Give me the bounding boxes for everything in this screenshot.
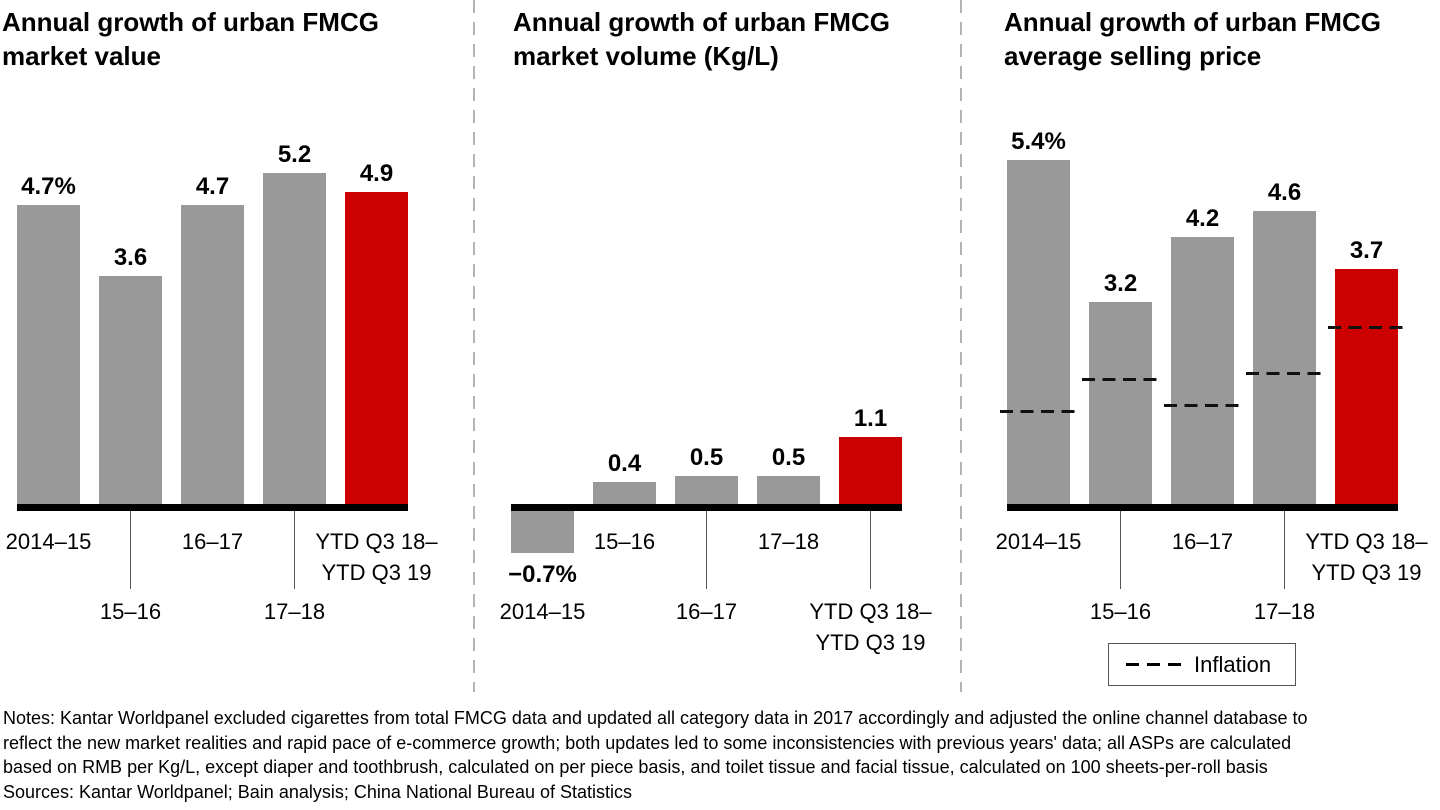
bar [263,173,326,508]
axis-leader-line [1120,511,1121,589]
bar [1171,237,1234,508]
axis-leader-line [130,511,131,589]
bar-value-label: 0.5 [771,444,806,471]
bar-value-label: 4.7% [21,173,76,200]
legend-label: Inflation [1194,651,1272,677]
x-axis-label: 17–18 [1253,599,1316,624]
bar-value-label: −0.7% [508,561,577,588]
axis-leader-line [706,511,707,589]
bar-value-label: 0.5 [689,444,724,471]
axis-leader-line [294,511,295,589]
x-axis-label: 15–16 [99,599,162,624]
notes-line: Notes: Kantar Worldpanel excluded cigare… [3,708,1308,728]
x-axis-label: 15–16 [1089,599,1152,624]
chart-title-market-value: Annual growth of urban FMCG market value [2,7,379,71]
bar [17,205,80,508]
bar [757,476,820,508]
bar-value-label: 4.2 [1185,205,1220,232]
bar-value-label: 0.4 [607,450,642,477]
x-axis-label: 2014–15 [5,529,92,554]
x-axis-label: 17–18 [263,599,326,624]
inflation-dash-line [1246,372,1323,375]
dashed-line-icon [1126,663,1181,666]
bar-value-label: 4.7 [195,173,230,200]
chart-separator-line [960,0,962,692]
bar [511,508,574,553]
bar-value-label: 1.1 [853,405,888,432]
axis-leader-line [870,511,871,589]
bar-value-label: 5.4% [1011,128,1066,155]
bar [675,476,738,508]
x-axis-label: 2014–15 [499,599,586,624]
chart-title-market-volume: Annual growth of urban FMCG market volum… [513,7,890,71]
x-axis-label: 16–17 [1171,529,1234,554]
bar [1253,211,1316,508]
x-axis-label: YTD Q3 18– YTD Q3 19 [315,529,438,585]
x-axis-line [511,504,902,511]
bar [99,276,162,508]
x-axis-label: YTD Q3 18– YTD Q3 19 [809,599,932,655]
x-axis-line [1007,504,1398,511]
inflation-dash-line [1328,326,1405,329]
inflation-dash-line [1164,404,1241,407]
bar-value-label: 3.7 [1349,237,1384,264]
inflation-dash-line [1082,378,1159,381]
bar [593,482,656,508]
inflation-legend: Inflation [1108,643,1296,686]
chart-title-average-selling-price: Annual growth of urban FMCG average sell… [1004,7,1381,71]
bar [1335,269,1398,508]
bar [839,437,902,508]
notes-line: reflect the new market realities and rap… [3,732,1292,753]
footnotes: Notes: Kantar Worldpanel excluded cigare… [3,706,1440,804]
bar-value-label: 3.6 [113,244,148,271]
bar-value-label: 4.9 [359,160,394,187]
x-axis-label: 16–17 [181,529,244,554]
bar [1089,302,1152,508]
x-axis-line [17,504,408,511]
bar-value-label: 3.2 [1103,270,1138,297]
bar [345,192,408,508]
bar-value-label: 5.2 [277,141,312,168]
x-axis-label: YTD Q3 18– YTD Q3 19 [1305,529,1428,585]
x-axis-label: 15–16 [593,529,656,554]
axis-leader-line [1284,511,1285,589]
bar [1007,160,1070,508]
sources-line: Sources: Kantar Worldpanel; Bain analysi… [3,781,632,802]
x-axis-label: 2014–15 [995,529,1082,554]
bar [181,205,244,508]
bar-value-label: 4.6 [1267,179,1302,206]
x-axis-label: 17–18 [757,529,820,554]
chart-separator-line [473,0,475,692]
notes-line: based on RMB per Kg/L, except diaper and… [3,757,1268,777]
inflation-dash-line [1000,410,1077,413]
x-axis-label: 16–17 [675,599,738,624]
